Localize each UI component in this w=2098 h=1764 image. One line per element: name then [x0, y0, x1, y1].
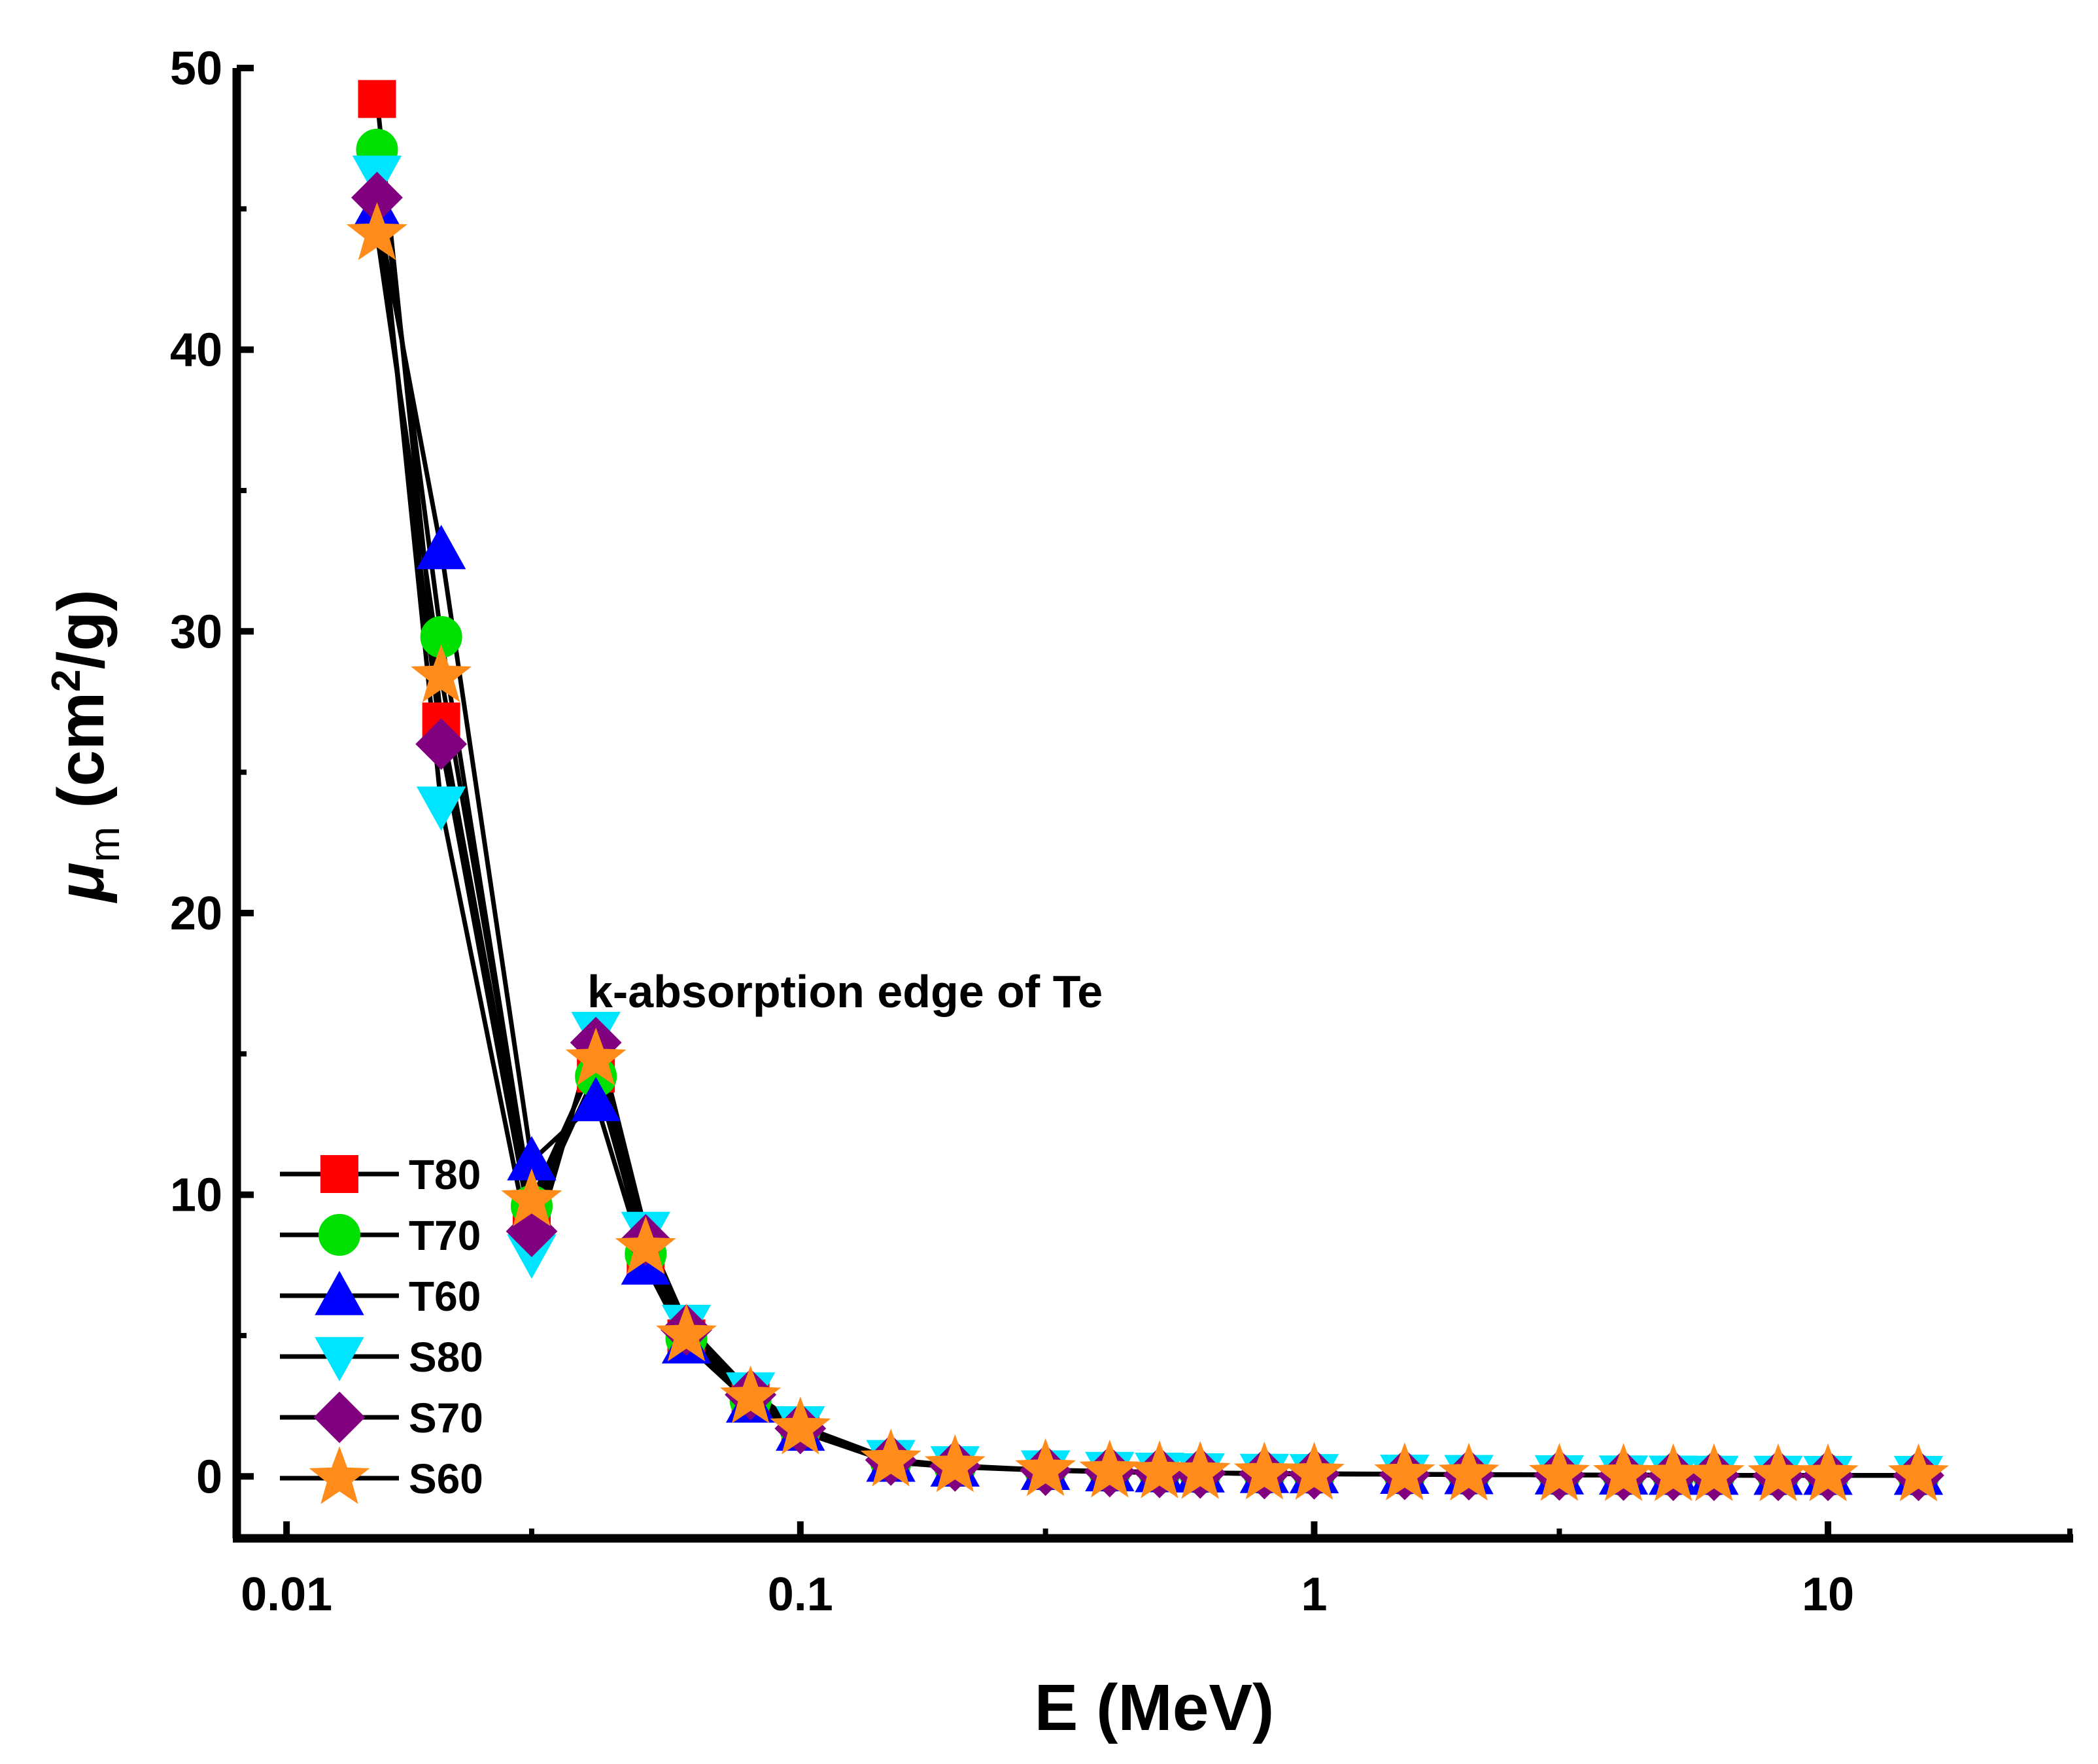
legend-marker	[320, 1155, 358, 1193]
data-point	[416, 786, 466, 831]
series-markers-s60	[346, 202, 1949, 1502]
data-point	[1683, 1443, 1745, 1502]
y-axis-subscript: m	[80, 826, 128, 862]
data-point	[1169, 1441, 1231, 1499]
x-tick-label: 10	[1802, 1568, 1854, 1621]
data-point	[1079, 1439, 1141, 1498]
legend-label: T80	[409, 1151, 481, 1198]
legend: T80 T70 T60 S80 S70 S60	[280, 1151, 483, 1504]
y-axis-unit-end: /g)	[44, 589, 118, 669]
data-point	[1797, 1443, 1859, 1502]
data-point	[416, 525, 466, 570]
y-axis-title: μm (cm2/g)	[44, 589, 128, 904]
y-tick-label: 20	[170, 888, 222, 940]
y-axis-unit: (cm	[44, 692, 118, 827]
y-tick-label: 50	[170, 43, 222, 95]
legend-label: T60	[409, 1273, 481, 1320]
data-point	[924, 1434, 986, 1493]
legend-marker	[315, 1270, 364, 1315]
legend-label: S80	[409, 1334, 483, 1381]
data-point	[770, 1396, 831, 1455]
data-point	[1015, 1438, 1076, 1496]
series-layer	[346, 80, 1949, 1502]
legend-item-s60: S60	[280, 1446, 483, 1504]
legend-label: S70	[409, 1394, 483, 1442]
data-point	[1887, 1443, 1949, 1502]
legend-marker	[318, 1214, 360, 1256]
legend-item-t80: T80	[280, 1151, 481, 1198]
legend-item-s80: S80	[280, 1334, 483, 1382]
y-axis-symbol: μ	[44, 862, 118, 903]
y-axis-unit-superscript: 2	[44, 669, 89, 691]
legend-item-t70: T70	[280, 1212, 481, 1259]
data-point	[358, 80, 396, 118]
axes-layer	[232, 68, 2073, 1543]
data-point	[1374, 1442, 1436, 1500]
x-tick-label: 0.01	[241, 1568, 332, 1621]
legend-label: T70	[409, 1212, 481, 1259]
y-tick-label: 0	[196, 1451, 222, 1503]
data-point	[411, 644, 472, 702]
data-point	[1283, 1442, 1345, 1500]
y-tick-label: 30	[170, 606, 222, 658]
data-point	[571, 1077, 621, 1122]
data-point	[1438, 1442, 1500, 1501]
data-point	[1528, 1443, 1590, 1501]
x-axis-title: E (MeV)	[1035, 1671, 1275, 1744]
data-point	[720, 1365, 782, 1424]
k-edge-annotation: k-absorption edge of Te	[587, 966, 1103, 1017]
data-point	[615, 1216, 676, 1274]
y-tick-label: 40	[170, 324, 222, 377]
x-tick-label: 1	[1301, 1568, 1327, 1621]
data-point	[501, 1168, 562, 1226]
data-point	[415, 718, 468, 770]
data-point	[565, 1027, 627, 1086]
legend-marker	[309, 1446, 370, 1504]
y-tick-label: 10	[170, 1169, 222, 1222]
legend-item-s70: S70	[280, 1391, 483, 1444]
legend-label: S60	[409, 1455, 483, 1502]
data-point	[346, 202, 407, 260]
legend-marker	[315, 1337, 364, 1382]
x-tick-label: 0.1	[768, 1568, 833, 1621]
data-point	[860, 1428, 921, 1487]
data-point	[656, 1303, 717, 1362]
legend-item-t60: T60	[280, 1270, 481, 1320]
legend-marker	[313, 1391, 366, 1444]
ticks-layer: 0 10 20 30 40 50 0.01 0.1 1 10	[170, 43, 2072, 1621]
